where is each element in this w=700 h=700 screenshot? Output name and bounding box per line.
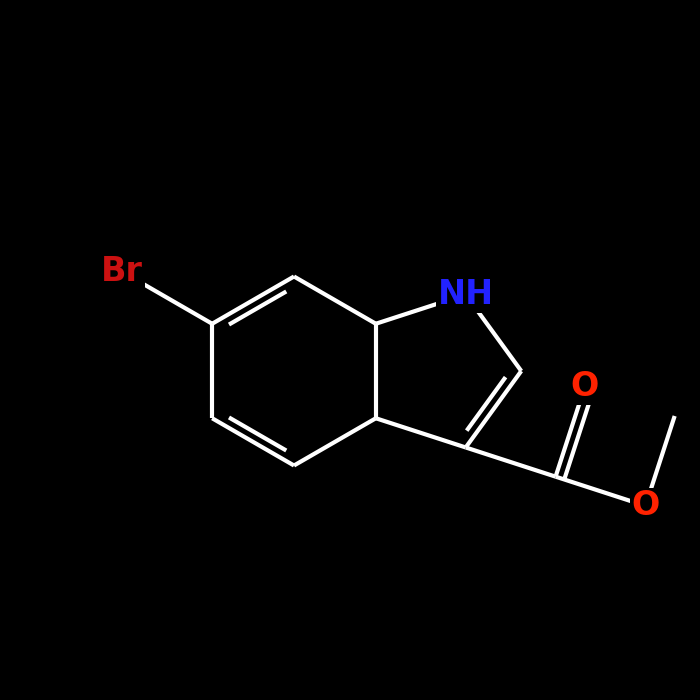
Text: Br: Br <box>102 256 143 288</box>
Text: O: O <box>631 489 659 522</box>
Text: NH: NH <box>438 278 494 311</box>
Text: O: O <box>570 370 599 403</box>
